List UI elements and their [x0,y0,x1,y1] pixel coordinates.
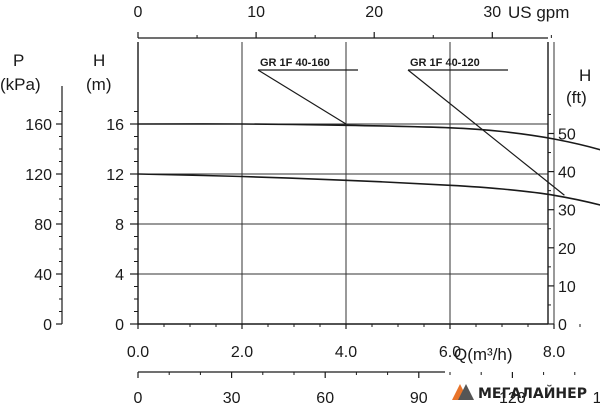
curve-gr1f-40-120 [137,173,600,206]
left-head-axis-title-line1: H [93,51,105,70]
ft-tick-label: 40 [558,165,576,182]
x-tick-label: 6.0 [439,344,461,361]
brand-name: МЕГАЛАЙНЕР [478,385,587,402]
pressure-tick-label: 120 [25,167,52,184]
pressure-tick-label: 40 [34,267,52,284]
lmin-tick-label: 30 [223,390,241,407]
right-head-axis-title-line2: (ft) [566,88,587,107]
lmin-tick-label: 90 [410,390,428,407]
grid [138,42,555,324]
gpm-tick-label: 10 [247,4,265,21]
lmin-tick-label: 0 [134,390,143,407]
x-tick-label: 4.0 [335,344,357,361]
ticks [56,32,581,378]
pressure-axis-title-line2: (kPa) [0,75,41,94]
labels: 0.02.04.06.08.01012048121604080120160010… [25,4,600,407]
lmin-tick-label: 150 [593,390,600,407]
gpm-tick-label: 0 [134,4,143,21]
pressure-tick-label: 80 [34,217,52,234]
meg-logo-icon [452,384,474,400]
ft-tick-label: 30 [558,203,576,220]
y-tick-label: 16 [106,117,124,134]
top-axis-title: US gpm [508,3,569,22]
curve-gr1f-40-160 [137,123,600,151]
curve-leader-line [407,69,565,196]
y-tick-label: 4 [115,267,124,284]
gpm-tick-label: 30 [483,4,501,21]
ft-tick-label: 20 [558,241,576,258]
left-head-axis-title-line2: (m) [86,75,111,94]
gpm-tick-label: 20 [365,4,383,21]
lmin-tick-label: 120 [499,390,526,407]
x-tick-label: 0.0 [127,344,149,361]
y-tick-label: 12 [106,167,124,184]
pressure-tick-label: 0 [43,317,52,334]
x-axis-title: Q(m³/h) [454,345,513,364]
right-head-axis-title-line1: H [579,66,591,85]
curves [137,69,600,206]
x-tick-label: 8.0 [543,344,565,361]
curve-label: GR 1F 40-120 [410,57,480,69]
pressure-tick-label: 160 [25,117,52,134]
ft-tick-label: 0 [558,317,567,334]
y-tick-label: 0 [115,317,124,334]
ft-tick-label: 50 [558,127,576,144]
ft-tick-label: 10 [558,279,576,296]
axes [61,37,549,373]
pressure-axis-title-line1: P [13,51,24,70]
curve-label: GR 1F 40-160 [260,57,330,69]
lmin-tick-label: 60 [316,390,334,407]
y-tick-label: 8 [115,217,124,234]
x-tick-label: 2.0 [231,344,253,361]
curve-leader-line [257,69,347,125]
